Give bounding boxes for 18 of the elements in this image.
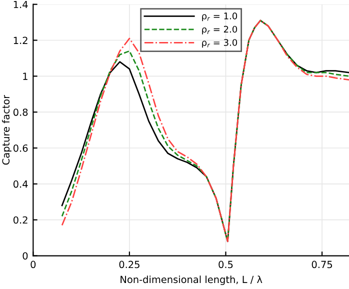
y-tick-label: 1 [23,72,28,80]
line-series [61,20,349,242]
y-tick-label: 0.6 [13,144,28,152]
y-tick-label: 0.8 [13,108,28,116]
y-tick-label: 1.4 [14,0,28,8]
x-tick-label: 0.25 [119,260,140,268]
y-tick-label: 1.2 [14,36,28,44]
y-tick-label: 0 [22,252,28,260]
x-axis-title: Non-dimensional length, L / λ [120,276,262,285]
x-tick-label: 0 [30,260,36,268]
text: ρ$_{r}$ = 1.0 [202,12,238,22]
series-label: ρ$_{r}$ = 2.0 [202,26,238,34]
x-tick-label: 0.75 [312,260,332,268]
series-label: ρ$_{r}$ = 3.0 [202,39,238,48]
y-axis-title: Capture factor [2,94,12,165]
x-tick-label: 0.5 [218,260,233,268]
y-tick-label: 0.2 [13,216,28,224]
y-tick-label: 0.4 [13,180,28,188]
